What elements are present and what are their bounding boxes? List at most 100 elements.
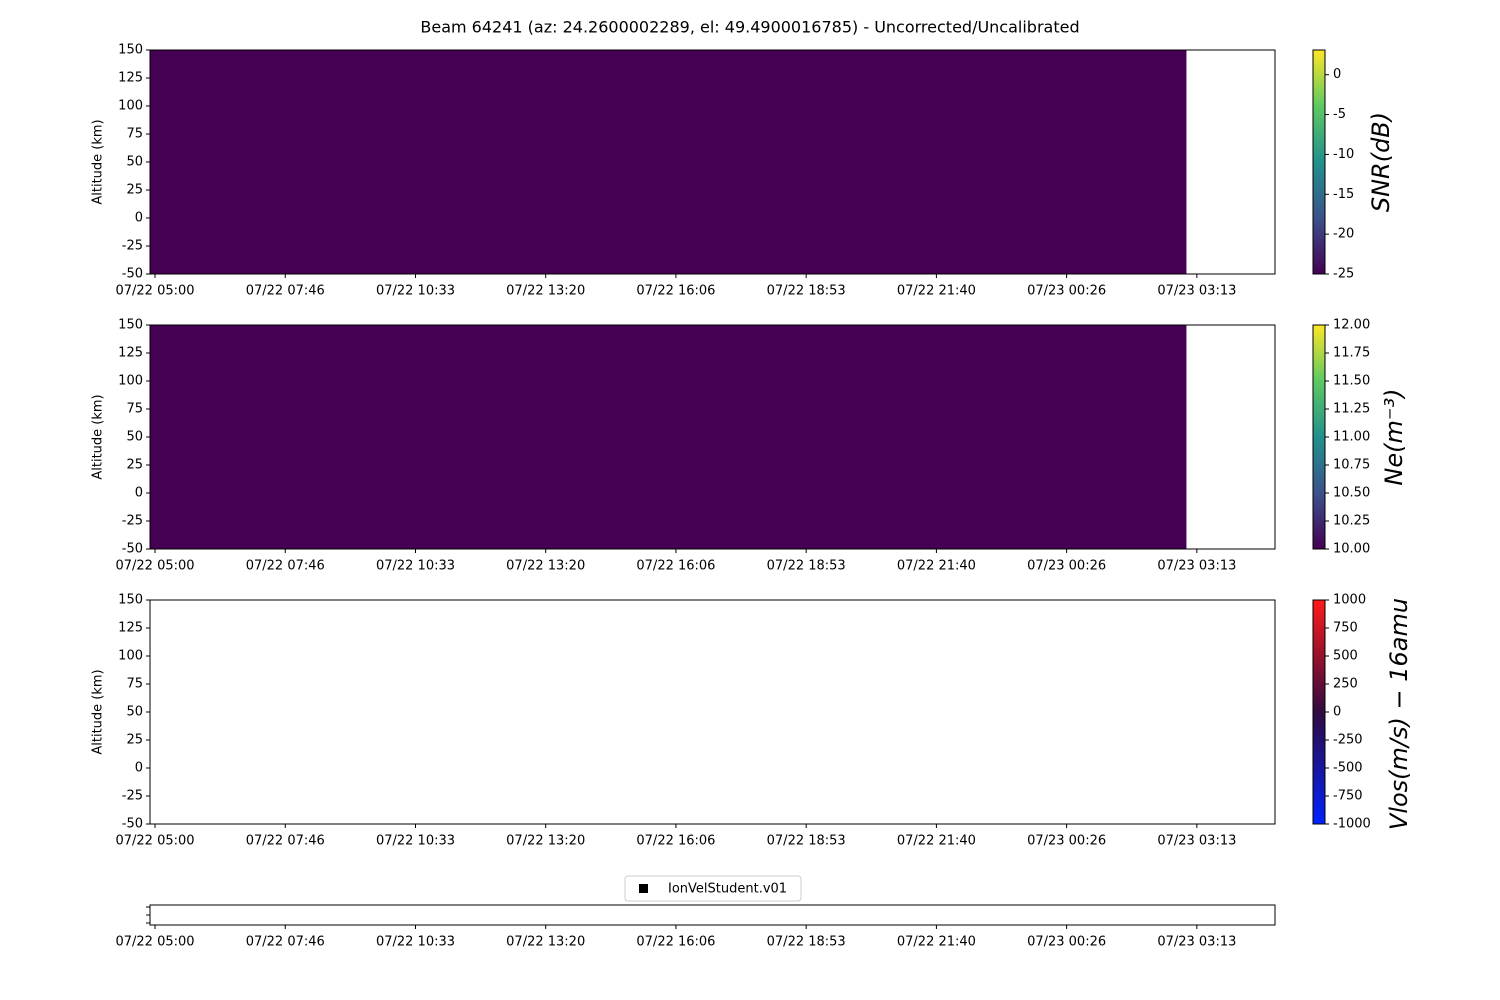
colorbar-tick-label: 10.25 [1333,514,1370,529]
x-tick-label: 07/22 21:40 [897,935,976,950]
y-tick-label: 150 [118,43,143,58]
x-tick-label: 07/22 18:53 [767,559,846,574]
colorbar-tick-label: 10.50 [1333,486,1370,501]
colorbar-label: SNR(dB) [1367,112,1395,212]
colorbar [1312,324,1326,550]
colorbar-tick-label: 11.50 [1333,374,1370,389]
colorbar-tick-label: -250 [1333,733,1363,748]
y-tick-label: 50 [126,705,143,720]
y-tick-label: 150 [118,593,143,608]
x-tick-label: 07/22 16:06 [636,834,715,849]
x-tick-label: 07/23 03:13 [1157,834,1236,849]
x-tick-label: 07/22 16:06 [636,935,715,950]
y-tick-label: -25 [122,789,143,804]
x-tick-label: 07/22 10:33 [376,559,455,574]
x-tick-label: 07/22 07:46 [246,935,325,950]
colorbar-tick-label: 12.00 [1333,318,1370,333]
x-tick-label: 07/22 07:46 [246,834,325,849]
colorbar-tick-label: -15 [1333,187,1354,202]
x-tick-label: 07/22 10:33 [376,834,455,849]
x-tick-label: 07/23 00:26 [1027,834,1106,849]
y-axis-label: Altitude (km) [91,669,106,754]
y-tick-label: 25 [126,458,143,473]
y-tick-label: 75 [126,677,143,692]
x-tick-label: 07/22 18:53 [767,834,846,849]
x-tick-label: 07/22 10:33 [376,935,455,950]
y-tick-label: 0 [135,761,143,776]
y-tick-label: 50 [126,155,143,170]
x-tick-label: 07/22 13:20 [506,935,585,950]
x-tick-label: 07/22 10:33 [376,284,455,299]
y-tick-label: -50 [122,267,143,282]
heatmap-cell [150,50,1187,274]
legend-label: IonVelStudent.v01 [668,882,787,897]
colorbar-tick-label: 0 [1333,705,1341,720]
legend-marker [639,884,648,893]
x-tick-label: 07/23 03:13 [1157,559,1236,574]
x-tick-label: 07/22 18:53 [767,935,846,950]
x-tick-label: 07/22 05:00 [115,935,194,950]
colorbar-tick-label: 0 [1333,67,1341,82]
y-tick-label: -25 [122,239,143,254]
x-tick-label: 07/22 05:00 [115,284,194,299]
x-tick-label: 07/22 05:00 [115,559,194,574]
x-tick-label: 07/22 05:00 [115,834,194,849]
y-tick-label: 100 [118,649,143,664]
heatmap-cell [150,325,1187,549]
x-tick-label: 07/23 00:26 [1027,559,1106,574]
y-tick-label: 0 [135,211,143,226]
x-tick-label: 07/22 21:40 [897,834,976,849]
colorbar-tick-label: -750 [1333,789,1363,804]
colorbar-tick-label: -10 [1333,147,1354,162]
colorbar-label: Ne(m⁻³) [1380,388,1408,485]
x-tick-label: 07/22 16:06 [636,284,715,299]
y-tick-label: 150 [118,318,143,333]
y-tick-label: 125 [118,346,143,361]
y-tick-label: 75 [126,127,143,142]
y-tick-label: 125 [118,621,143,636]
colorbar-tick-label: -500 [1333,761,1363,776]
colorbar-tick-label: -1000 [1333,817,1371,832]
y-tick-label: -50 [122,542,143,557]
y-tick-label: 75 [126,402,143,417]
x-tick-label: 07/22 18:53 [767,284,846,299]
y-tick-label: 0 [135,486,143,501]
colorbar-tick-label: 500 [1333,649,1358,664]
colorbar [1312,599,1326,825]
x-tick-label: 07/22 21:40 [897,284,976,299]
x-tick-label: 07/22 07:46 [246,559,325,574]
figure-title: Beam 64241 (az: 24.2600002289, el: 49.49… [420,18,1079,37]
x-tick-label: 07/22 16:06 [636,559,715,574]
colorbar-tick-label: 250 [1333,677,1358,692]
x-tick-label: 07/22 13:20 [506,834,585,849]
colorbar-tick-label: 10.75 [1333,458,1370,473]
y-axis-label: Altitude (km) [91,394,106,479]
colorbar-tick-label: -25 [1333,267,1354,282]
x-tick-label: 07/23 03:13 [1157,284,1236,299]
colorbar-label: Vlos(m/s) − 16amu [1385,598,1413,830]
x-tick-label: 07/23 03:13 [1157,935,1236,950]
y-tick-label: -50 [122,817,143,832]
y-tick-label: 50 [126,430,143,445]
y-tick-label: 100 [118,99,143,114]
y-tick-label: 25 [126,183,143,198]
colorbar-tick-label: 11.25 [1333,402,1370,417]
axes-frame [149,599,1276,825]
y-tick-label: 100 [118,374,143,389]
colorbar-tick-label: -5 [1333,107,1346,122]
y-tick-label: 125 [118,71,143,86]
colorbar-tick-label: 11.00 [1333,430,1370,445]
colorbar-tick-label: 750 [1333,621,1358,636]
y-tick-label: 25 [126,733,143,748]
x-tick-label: 07/22 13:20 [506,559,585,574]
x-tick-label: 07/22 07:46 [246,284,325,299]
colorbar-tick-label: 1000 [1333,593,1366,608]
colorbar-tick-label: 10.00 [1333,542,1370,557]
x-tick-label: 07/23 00:26 [1027,284,1106,299]
colorbar-tick-label: 11.75 [1333,346,1370,361]
x-tick-label: 07/23 00:26 [1027,935,1106,950]
x-tick-label: 07/22 21:40 [897,559,976,574]
axes-frame [149,904,1276,926]
y-axis-label: Altitude (km) [91,119,106,204]
y-tick-label: -25 [122,514,143,529]
